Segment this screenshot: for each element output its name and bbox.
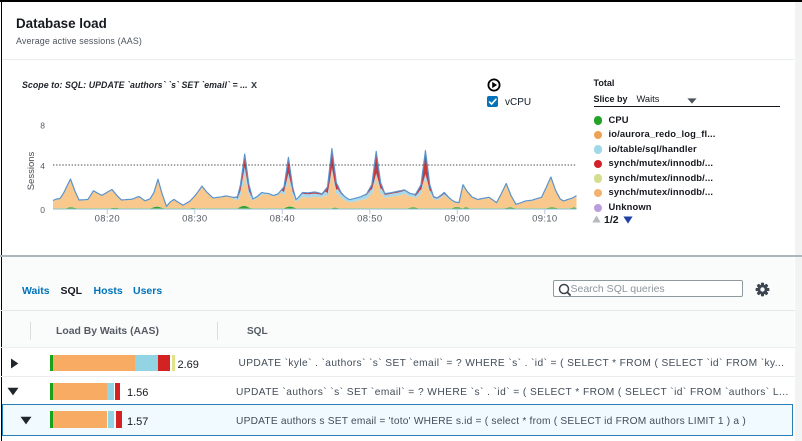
svg-text:Sessions: Sessions — [26, 151, 37, 190]
svg-text:4: 4 — [40, 161, 45, 171]
svg-text:08:30: 08:30 — [182, 214, 207, 225]
svg-text:0: 0 — [40, 205, 45, 215]
svg-text:08:20: 08:20 — [95, 214, 120, 225]
svg-text:08:50: 08:50 — [357, 214, 382, 225]
svg-text:09:10: 09:10 — [532, 214, 557, 225]
svg-text:8: 8 — [40, 121, 45, 131]
svg-text:08:40: 08:40 — [270, 214, 295, 225]
svg-text:09:00: 09:00 — [445, 214, 470, 225]
